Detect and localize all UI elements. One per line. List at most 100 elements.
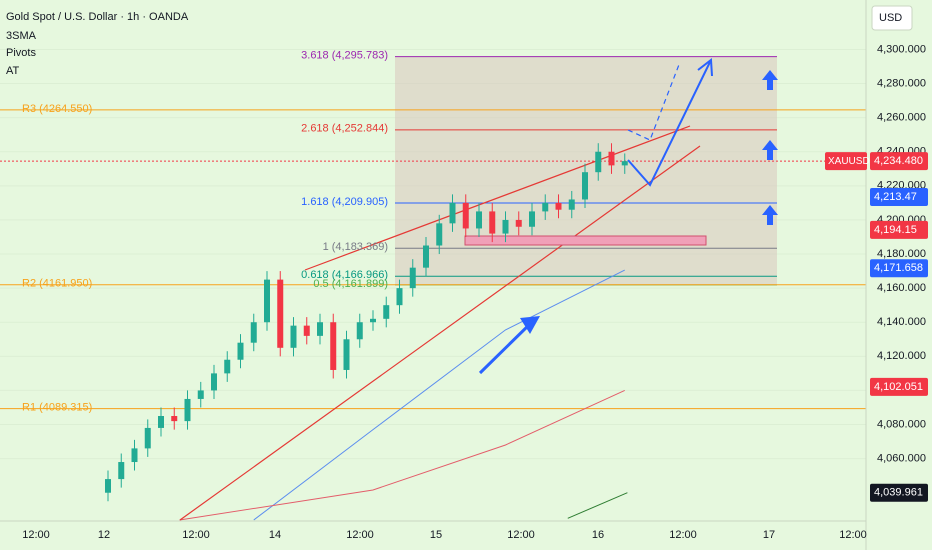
x-tick-label: 12:00 xyxy=(669,529,697,541)
indicator: Pivots xyxy=(6,47,36,59)
fib-label: 0.618 (4,166.966) xyxy=(301,269,388,281)
candle-body xyxy=(237,342,244,360)
arrow xyxy=(627,61,711,187)
y-tick-label: 4,140.000 xyxy=(877,316,926,328)
x-tick-label: 12:00 xyxy=(182,529,210,541)
price-label: 4,102.051 xyxy=(874,381,923,393)
price-badge xyxy=(870,152,928,171)
channel-line xyxy=(304,125,691,271)
candle-body xyxy=(595,151,602,173)
candle-body xyxy=(608,151,615,166)
fib-label: 1.618 (4,209.905) xyxy=(301,196,388,208)
currency-box[interactable] xyxy=(871,5,913,31)
candle-body xyxy=(621,161,628,166)
candle-body xyxy=(370,318,376,323)
candle-body xyxy=(409,267,416,289)
pivot-label: R3 (4264.550) xyxy=(22,103,92,115)
fib-label: 1 (4,183.369) xyxy=(323,241,388,253)
candle-body xyxy=(158,416,164,428)
sma-line xyxy=(567,492,628,519)
candle-body xyxy=(383,305,390,319)
front-layer: 4,060.0004,080.0004,100.0004,120.0004,14… xyxy=(22,43,928,541)
arrow-head xyxy=(520,316,540,334)
candle-body xyxy=(515,219,522,227)
price-badge xyxy=(870,220,928,239)
x-tick-label: 15 xyxy=(430,529,442,541)
candle-body xyxy=(290,325,297,348)
indicator: 3SMA xyxy=(6,30,37,42)
pivot-label: R2 (4161.950) xyxy=(22,278,92,290)
candle-body xyxy=(449,202,456,224)
x-tick-label: 12:00 xyxy=(839,529,867,541)
candle-body xyxy=(343,339,350,370)
candle-body xyxy=(330,322,337,370)
candle-body xyxy=(502,219,509,234)
y-tick-label: 4,060.000 xyxy=(877,453,926,465)
fib-label: 2.618 (4,252.844) xyxy=(301,123,388,135)
fib-box xyxy=(395,56,777,285)
up-icon xyxy=(762,205,778,225)
up-icon xyxy=(762,140,778,160)
price-label: 4,039.961 xyxy=(874,487,923,499)
back-layer xyxy=(0,48,866,521)
candle-body xyxy=(277,279,284,348)
x-tick-label: 12:00 xyxy=(22,529,50,541)
candle-body xyxy=(184,398,191,422)
price-label: 4,234.480 xyxy=(874,155,923,167)
candle-body xyxy=(171,416,178,422)
sma-line xyxy=(179,389,625,521)
candle-body xyxy=(356,322,363,340)
y-tick-label: 4,300.000 xyxy=(877,43,926,55)
price-label: 4,171.658 xyxy=(874,262,923,274)
candle-body xyxy=(582,172,588,200)
arrow xyxy=(478,320,534,375)
y-tick-label: 4,180.000 xyxy=(877,248,926,260)
fib-label: 3.618 (4,295.783) xyxy=(301,50,388,62)
x-tick-label: 16 xyxy=(592,529,604,541)
candle-body xyxy=(436,223,443,246)
candle-body xyxy=(118,462,125,480)
price-badge xyxy=(870,483,928,502)
candle-body xyxy=(568,199,575,210)
y-tick-label: 4,120.000 xyxy=(877,350,926,362)
candle-body xyxy=(264,279,270,323)
price-label: 4,213.47 xyxy=(874,191,917,203)
candle-body xyxy=(489,211,496,234)
y-tick-label: 4,280.000 xyxy=(877,77,926,89)
up-icon xyxy=(762,70,778,90)
fib-label: 0.5 (4,161.899) xyxy=(313,278,388,290)
x-tick-label: 14 xyxy=(269,529,281,541)
zone xyxy=(464,235,707,246)
chart-title: Gold Spot / U.S. Dollar · 1h · OANDA xyxy=(6,11,189,23)
candle-body xyxy=(396,288,403,306)
candle-body xyxy=(211,373,217,391)
currency[interactable]: USD xyxy=(879,12,902,24)
x-tick-label: 12:00 xyxy=(507,529,535,541)
candle-body xyxy=(105,479,111,493)
price-badge xyxy=(870,187,928,206)
x-tick-label: 12 xyxy=(98,529,110,541)
candle-body xyxy=(303,325,310,336)
candle-body xyxy=(555,202,562,210)
candle-body xyxy=(317,322,323,336)
candle-body xyxy=(131,448,138,463)
price-badge xyxy=(870,259,928,278)
channel-line xyxy=(179,145,701,521)
arrow-head xyxy=(697,58,713,77)
y-tick-label: 4,260.000 xyxy=(877,112,926,124)
candle-body xyxy=(542,202,549,212)
pivot-label: R1 (4089.315) xyxy=(22,402,92,414)
y-tick-label: 4,160.000 xyxy=(877,282,926,294)
price-badge xyxy=(870,377,928,396)
candle-body xyxy=(144,427,151,449)
x-tick-label: 17 xyxy=(763,529,775,541)
candle-body xyxy=(529,211,535,227)
candle-body xyxy=(462,202,469,229)
symbol-label: XAUUSD xyxy=(828,156,870,167)
x-tick-label: 12:00 xyxy=(346,529,374,541)
price-label: 4,194.15 xyxy=(874,224,917,236)
candle-body xyxy=(476,211,482,229)
candle-body xyxy=(423,245,429,268)
